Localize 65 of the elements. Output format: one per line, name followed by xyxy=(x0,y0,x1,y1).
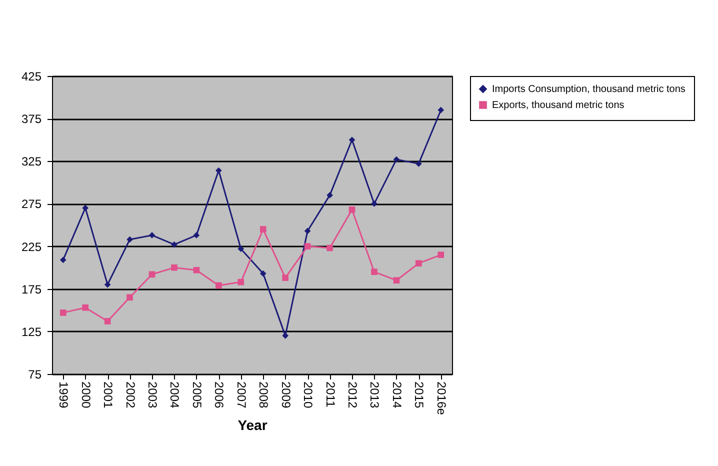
point xyxy=(104,281,111,288)
x-tick-label: 2011 xyxy=(323,382,338,408)
y-tick-label: 175 xyxy=(21,282,42,296)
point xyxy=(416,260,422,266)
point xyxy=(393,156,400,163)
x-tick-label: 2014 xyxy=(390,382,404,409)
x-tick-label: 2007 xyxy=(234,382,248,409)
y-tick-label: 125 xyxy=(21,324,42,339)
x-axis-title: Year xyxy=(238,416,268,433)
point xyxy=(104,318,111,324)
point xyxy=(282,332,288,339)
point xyxy=(148,271,156,278)
point xyxy=(282,274,288,281)
point xyxy=(126,236,133,243)
y-tick-label: 325 xyxy=(21,154,42,169)
point xyxy=(82,204,88,212)
x-tick-label: 2003 xyxy=(146,382,160,409)
x-tick-label: 2016e xyxy=(434,382,448,416)
x-tick-label: 2004 xyxy=(168,382,182,409)
point xyxy=(438,106,444,114)
x-tick-label: 2002 xyxy=(123,382,138,409)
x-tick-label: 2013 xyxy=(368,382,382,409)
point xyxy=(171,241,178,248)
x-tick-label: 2006 xyxy=(212,382,226,409)
point xyxy=(326,192,333,198)
point xyxy=(371,200,378,207)
point xyxy=(216,282,222,289)
point xyxy=(60,256,66,264)
x-tick-label: 2010 xyxy=(301,382,316,409)
x-tick-label: 2000 xyxy=(78,382,93,409)
point xyxy=(238,278,244,286)
point xyxy=(348,206,356,213)
point xyxy=(304,228,311,234)
point xyxy=(171,264,178,271)
legend-label: Exports, thousand metric tons xyxy=(492,100,624,111)
point xyxy=(416,160,422,167)
x-tick-label: 2008 xyxy=(256,382,271,409)
y-tick-label: 425 xyxy=(21,70,42,84)
legend-label: Imports Consumption, thousand metric tons xyxy=(492,84,686,95)
point xyxy=(82,304,88,311)
point xyxy=(260,270,266,277)
x-tick-label: 2009 xyxy=(278,382,293,409)
y-tick-label: 275 xyxy=(21,197,42,212)
point xyxy=(238,246,244,252)
point xyxy=(216,167,222,174)
x-tick-label: 2001 xyxy=(101,382,116,409)
point xyxy=(148,232,156,238)
x-tick-label: 2015 xyxy=(412,382,426,409)
point xyxy=(260,226,266,232)
y-tick-label: 75 xyxy=(28,368,42,382)
x-tick-label: 2012 xyxy=(346,382,360,409)
x-tick-label: 1999 xyxy=(56,382,71,409)
point xyxy=(193,266,200,274)
point xyxy=(193,232,200,238)
x-tick-label: 2005 xyxy=(190,382,204,409)
y-tick-label: 225 xyxy=(21,240,42,254)
y-tick-label: 375 xyxy=(21,112,42,126)
point xyxy=(326,244,333,252)
point xyxy=(438,252,444,258)
point xyxy=(371,268,378,275)
point xyxy=(304,243,311,250)
point xyxy=(60,310,66,316)
point xyxy=(348,136,356,144)
point xyxy=(126,294,133,301)
point xyxy=(393,277,400,284)
